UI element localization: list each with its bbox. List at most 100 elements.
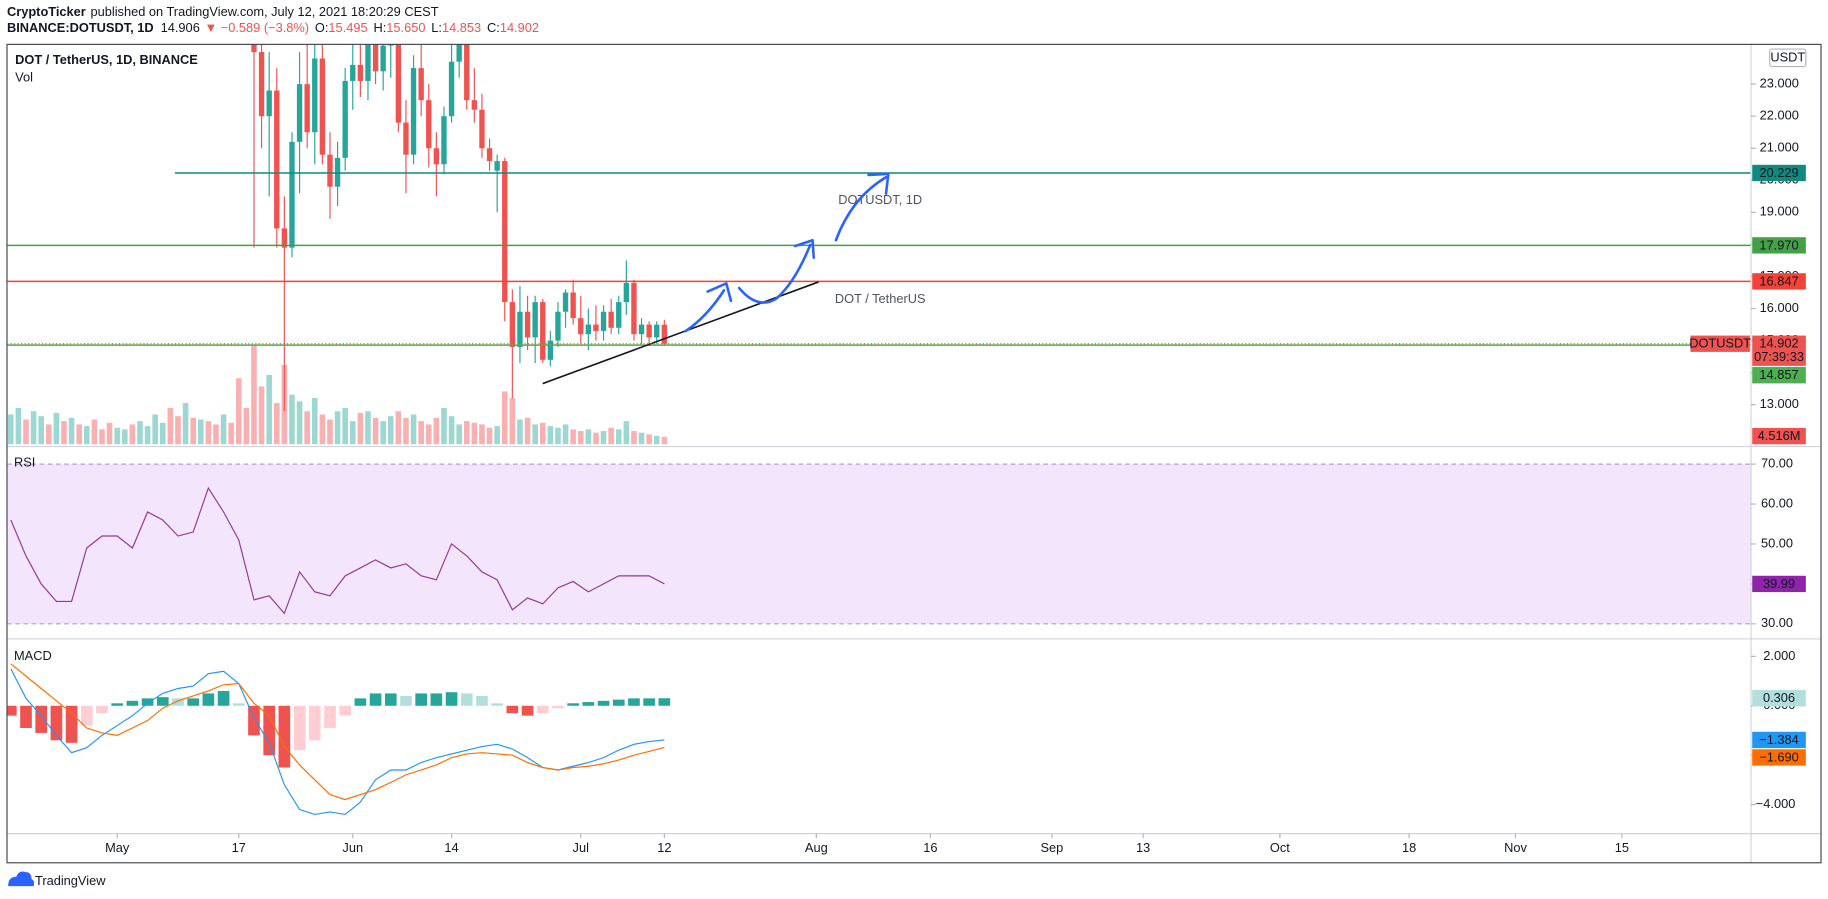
- volume-bar: [243, 407, 250, 445]
- histogram-badge: 0.306: [1763, 690, 1795, 705]
- histogram-bar: [354, 698, 367, 706]
- y-tick-label: 22.000: [1760, 108, 1799, 123]
- histogram-bar: [50, 705, 63, 741]
- volume-bar: [327, 419, 333, 445]
- histogram-bar: [536, 705, 549, 714]
- volume-bar: [509, 398, 516, 445]
- x-tick-label: 13: [1136, 840, 1150, 855]
- candle-body: [562, 292, 569, 312]
- level-badge: 20.229: [1759, 165, 1798, 180]
- volume-bar: [532, 424, 538, 445]
- histogram-bar: [263, 705, 276, 756]
- volume-bar: [372, 417, 379, 445]
- candle-body: [312, 58, 318, 133]
- volume-bar: [205, 421, 212, 445]
- currency: USDT: [1770, 50, 1805, 65]
- currency-box: [1769, 48, 1807, 68]
- candle-body: [486, 148, 493, 162]
- volume-bar: [395, 411, 402, 445]
- volume-bar: [593, 432, 599, 445]
- volume-bar: [114, 427, 120, 445]
- volume-bar: [319, 414, 326, 445]
- volume-bar: [83, 426, 90, 445]
- volume-bar: [441, 407, 447, 445]
- histogram-bar: [491, 703, 503, 706]
- countdown: 07:39:33: [1754, 349, 1804, 364]
- volume-bar: [30, 411, 37, 445]
- y-tick-label: 23.000: [1760, 76, 1799, 91]
- x-tick-label: Sep: [1041, 840, 1064, 855]
- histogram-bar: [415, 693, 427, 706]
- histogram-bar: [643, 698, 655, 706]
- histogram-bar: [582, 702, 595, 706]
- candle-body: [251, 44, 257, 53]
- volume-bar: [68, 417, 75, 445]
- x-tick-label: Jun: [342, 840, 363, 855]
- volume-bar: [152, 414, 158, 445]
- histogram-bar: [187, 698, 200, 706]
- volume-bar: [638, 432, 645, 445]
- volume-bar: [380, 421, 386, 445]
- volume-bar: [653, 435, 660, 445]
- volume-bar: [600, 431, 607, 445]
- pane-title: DOT / TetherUS, 1D, BINANCE: [15, 52, 198, 67]
- volume-bar: [448, 416, 455, 445]
- symbol-line: BINANCE:DOTUSDT, 1D 14.906 ▼ −0.589 (−3.8%…: [7, 21, 539, 36]
- volume-bar: [494, 426, 500, 445]
- histogram-bar: [400, 695, 412, 706]
- candle-body: [524, 311, 531, 338]
- histogram-bar: [172, 698, 184, 706]
- arrow: [684, 289, 726, 333]
- histogram-bar: [552, 705, 564, 709]
- candle-body: [395, 44, 402, 123]
- volume-bar: [45, 424, 52, 445]
- candle-body: [372, 44, 379, 72]
- level-badge: 16.847: [1759, 273, 1798, 288]
- histogram-bar: [384, 693, 397, 706]
- candle-body: [433, 148, 440, 165]
- ohlc-key: C:: [487, 21, 500, 36]
- x-tick-label: May: [105, 840, 130, 855]
- price-pane: DOTUSDT, 1D DOT / TetherUS: [6, 44, 1752, 445]
- volume-bar: [570, 429, 576, 445]
- x-tick-label: 14: [444, 840, 458, 855]
- signal-line: [10, 663, 665, 801]
- arrow-head: [793, 238, 816, 260]
- volume-bar: [410, 414, 417, 445]
- rsi-band: [6, 464, 1752, 624]
- arrow-head: [706, 282, 733, 303]
- histogram-bar: [430, 693, 443, 706]
- volume-bar: [273, 402, 280, 445]
- histogram-bar: [460, 693, 473, 706]
- candle-body: [365, 44, 371, 81]
- histogram-bar: [202, 693, 215, 706]
- volume-bar: [524, 417, 531, 445]
- volume-bar: [463, 421, 470, 445]
- candle-body: [600, 311, 607, 331]
- candle-body: [380, 45, 386, 72]
- volume-bar: [501, 391, 508, 445]
- x-tick-label: 17: [232, 840, 246, 855]
- candle-body: [502, 161, 508, 303]
- trendline: [542, 281, 819, 385]
- y-tick-label: 70.00: [1761, 456, 1793, 471]
- x-tick-label: Oct: [1270, 840, 1290, 855]
- volume-bar: [387, 416, 394, 445]
- volume-bar: [213, 424, 219, 445]
- volume-bar: [661, 436, 668, 445]
- signal-badge: −1.690: [1759, 749, 1799, 764]
- publish-line: CryptoTicker published on TradingView.com…: [7, 4, 439, 19]
- volume-bar: [220, 414, 227, 445]
- volume-bar: [61, 421, 67, 445]
- candle-body: [578, 318, 584, 335]
- volume-bar: [479, 424, 485, 445]
- ohlc-value: 14.853: [442, 21, 481, 36]
- hand-drawn-arrows: [684, 172, 890, 333]
- symbol-tag: DOTUSDT: [1689, 336, 1751, 351]
- y-tick-label: 2.000: [1763, 648, 1795, 663]
- candle-body: [509, 302, 516, 348]
- candle-body: [593, 324, 599, 331]
- histogram-bar: [20, 705, 32, 728]
- candle-body: [296, 84, 303, 142]
